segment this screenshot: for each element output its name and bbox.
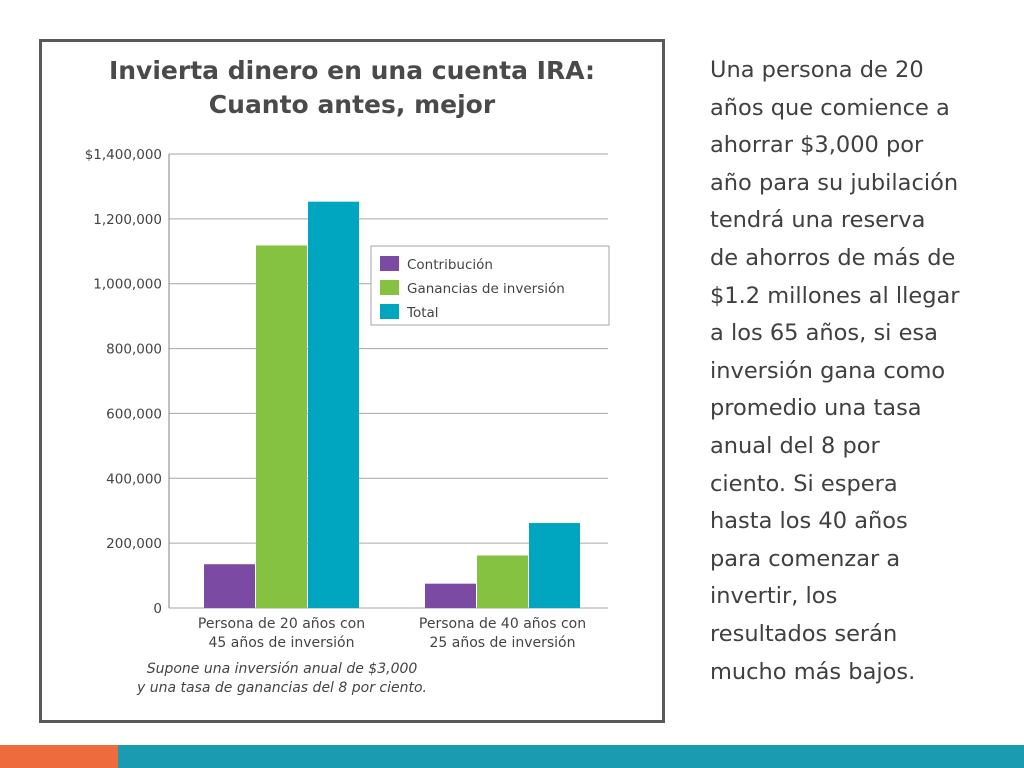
description-line: hasta los 40 años [710, 508, 908, 535]
footer-accent [0, 745, 118, 768]
description-line: ciento. Si espera [710, 470, 898, 497]
footer-bar [0, 745, 1024, 768]
description-line: a los 65 años, si esa [710, 320, 938, 347]
bar [256, 245, 307, 608]
y-tick-label: 600,000 [106, 406, 162, 422]
chart-title-line-2: Cuanto antes, mejor [208, 90, 496, 119]
bar [529, 523, 580, 608]
description-line: anual del 8 por [710, 432, 880, 459]
description-line: resultados serán [710, 620, 898, 647]
bar [477, 555, 528, 608]
x-category-label: Persona de 20 años con [198, 616, 365, 632]
x-category-label: 25 años de inversión [429, 635, 575, 651]
bar [308, 201, 359, 609]
legend-swatch [380, 280, 399, 295]
description-line: año para su jubilación [710, 169, 959, 196]
chart-frame: Invierta dinero en una cuenta IRA: Cuant… [39, 39, 665, 723]
description-line: promedio una tasa [710, 395, 922, 422]
chart-footnote: y una tasa de ganancias del 8 por ciento… [136, 680, 427, 696]
x-category-label: 45 años de inversión [208, 635, 354, 651]
x-category-label: Persona de 40 años con [419, 616, 586, 632]
bar-chart: 0 200,000 400,000 600,000 800,000 1,000,000 1,… [85, 147, 610, 696]
description-text: Una persona de 20 años que comience a ah… [710, 52, 1010, 691]
bar [204, 564, 255, 608]
legend-swatch [380, 256, 399, 271]
legend-label: Total [406, 305, 439, 321]
y-tick-label: 1,200,000 [93, 212, 162, 228]
description-line: para comenzar a [710, 545, 901, 572]
chart-title: Invierta dinero en una cuenta IRA: Cuant… [42, 54, 662, 122]
chart-title-line-1: Invierta dinero en una cuenta IRA: [108, 56, 596, 85]
description-line: Una persona de 20 [710, 57, 924, 83]
bar [425, 583, 476, 608]
description-line: de ahorros de más de [710, 244, 956, 271]
y-tick-label: 400,000 [106, 471, 162, 487]
y-tick-label: 0 [153, 601, 162, 617]
y-tick-label: 200,000 [106, 536, 162, 552]
description-line: tendrá una reserva [710, 207, 926, 234]
description-line: $1.2 millones al llegar [710, 282, 960, 309]
y-tick-label: 1,000,000 [93, 277, 162, 293]
legend-label: Ganancias de inversión [407, 281, 565, 297]
description-line: inversión gana como [710, 357, 946, 384]
legend-swatch [380, 304, 399, 319]
description-line: ahorrar $3,000 por [710, 132, 924, 159]
y-tick-label: $1,400,000 [85, 147, 162, 163]
chart-footnote: Supone una inversión anual de $3,000 [147, 661, 418, 677]
description-line: invertir, los [710, 583, 838, 610]
legend-box [370, 245, 610, 326]
description-line: mucho más bajos. [710, 658, 916, 685]
legend-label: Contribución [407, 257, 493, 273]
description-line: años que comience a [710, 94, 950, 121]
y-tick-label: 800,000 [106, 342, 162, 358]
